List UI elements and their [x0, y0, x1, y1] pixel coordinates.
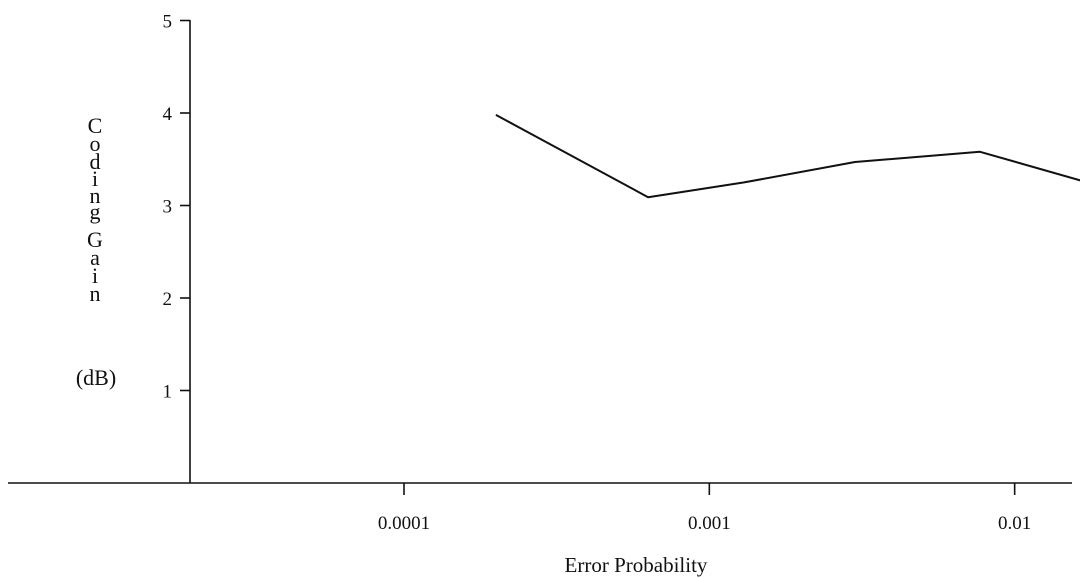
- x-axis-title: Error Probability: [565, 553, 708, 577]
- ylabel-char: a: [90, 245, 100, 270]
- series-group: [495, 114, 1080, 199]
- ylabel-char: n: [90, 183, 101, 208]
- axes: [8, 20, 1072, 484]
- y-tick-label: 3: [163, 197, 173, 218]
- ylabel-char: o: [90, 131, 101, 156]
- series-line: [495, 114, 1080, 199]
- y-axis-title: C o d i n g G a i n (dB): [76, 113, 116, 390]
- ylabel-char: i: [92, 263, 98, 288]
- x-tick-label: 0.001: [688, 513, 731, 534]
- y-tick-label: 4: [163, 104, 173, 125]
- ylabel-char: i: [92, 166, 98, 191]
- x-tick-label: 0.0001: [378, 513, 430, 534]
- x-tick-label: 0.01: [998, 513, 1031, 534]
- y-tick-label: 1: [163, 382, 173, 403]
- ylabel-char: G: [87, 227, 103, 252]
- y-tick-label: 2: [163, 289, 173, 310]
- ylabel-char: C: [88, 113, 103, 138]
- ylabel-char: d: [90, 149, 101, 174]
- ylabel-unit: (dB): [76, 365, 116, 390]
- y-ticks: 1 2 3 4 5: [163, 12, 190, 403]
- ylabel-char: g: [90, 199, 101, 224]
- y-tick-label: 5: [163, 12, 173, 33]
- ylabel-char: n: [90, 281, 101, 306]
